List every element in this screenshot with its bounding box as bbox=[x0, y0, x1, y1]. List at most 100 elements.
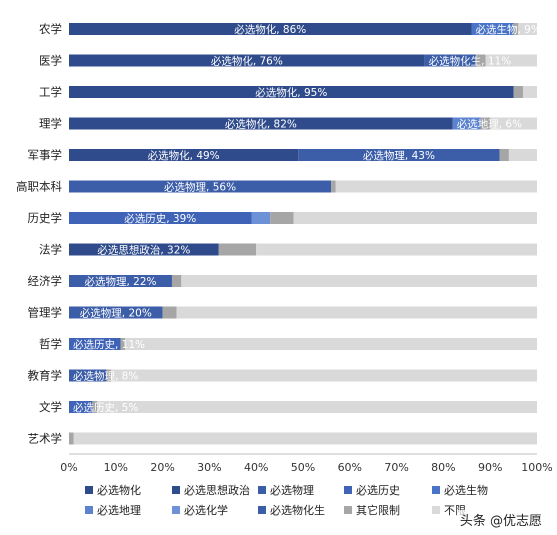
category-label: 教育学 bbox=[28, 369, 63, 383]
bar-segment bbox=[162, 306, 177, 319]
category-label: 管理学 bbox=[28, 306, 63, 320]
bar-segment bbox=[480, 117, 491, 130]
category-label: 理学 bbox=[39, 117, 62, 131]
bar-segment bbox=[69, 243, 219, 256]
bar-segment bbox=[218, 243, 257, 256]
category-label: 艺术学 bbox=[28, 432, 63, 446]
x-tick-label: 50% bbox=[291, 461, 315, 474]
watermark: 头条 @优志愿 bbox=[456, 510, 545, 529]
data-label: 必选物化生, 11% bbox=[429, 55, 512, 68]
x-tick-label: 90% bbox=[478, 461, 502, 474]
category-label: 哲学 bbox=[39, 337, 62, 351]
bar-segment bbox=[69, 432, 74, 445]
bar-segment bbox=[171, 275, 182, 287]
legend-label: 必选思想政治 bbox=[184, 483, 250, 497]
category-label: 军事学 bbox=[28, 148, 63, 162]
legend-swatch bbox=[85, 506, 93, 514]
category-label: 工学 bbox=[39, 85, 62, 99]
data-label: 必选思想政治, 32% bbox=[97, 244, 190, 257]
bar-segment bbox=[181, 275, 537, 287]
bar-segment bbox=[69, 275, 172, 287]
bar-segment bbox=[490, 117, 537, 130]
bar-segment bbox=[106, 369, 112, 382]
bar-segment bbox=[69, 180, 332, 193]
category-label: 经济学 bbox=[28, 274, 63, 288]
bar-segment bbox=[73, 432, 538, 445]
legend-swatch bbox=[85, 486, 93, 494]
bar-segment bbox=[69, 86, 514, 98]
data-label: 必选物化, 49% bbox=[148, 149, 220, 162]
data-label: 必选物化, 95% bbox=[255, 86, 327, 99]
data-label: 必选物理, 22% bbox=[84, 275, 156, 288]
bar-segment bbox=[69, 54, 425, 67]
data-label: 必选历史, 5% bbox=[73, 401, 138, 414]
data-label: 必选历史, 11% bbox=[73, 338, 145, 351]
data-label: 必选物化, 86% bbox=[234, 23, 306, 36]
category-label: 农学 bbox=[39, 22, 62, 36]
bar-segment bbox=[97, 401, 537, 413]
data-label: 必选物化, 82% bbox=[225, 118, 297, 131]
bar-segment bbox=[471, 23, 514, 35]
x-tick-label: 20% bbox=[150, 461, 174, 474]
category-label: 医学 bbox=[39, 54, 62, 68]
legend-swatch bbox=[344, 486, 352, 494]
category-label: 高职本科 bbox=[16, 180, 62, 194]
x-tick-label: 60% bbox=[338, 461, 362, 474]
legend-label: 必选地理 bbox=[97, 504, 141, 517]
bar-segment bbox=[508, 149, 537, 161]
category-label: 历史学 bbox=[28, 211, 63, 225]
data-label: 必选物理, 8% bbox=[73, 370, 138, 383]
bar-segment bbox=[69, 401, 93, 413]
bar-segment bbox=[485, 54, 537, 67]
legend-label: 必选物化 bbox=[97, 483, 141, 497]
data-label: 必选物理, 20% bbox=[80, 307, 152, 320]
bar-segment bbox=[69, 338, 121, 350]
x-tick-label: 100% bbox=[521, 461, 552, 474]
bar-segment bbox=[92, 401, 98, 413]
bar-segment bbox=[476, 54, 486, 67]
legend-swatch bbox=[172, 506, 180, 514]
legend-swatch bbox=[172, 486, 180, 494]
bar-segment bbox=[69, 212, 252, 224]
category-label: 法学 bbox=[39, 243, 62, 257]
legend-swatch bbox=[258, 486, 266, 494]
bar-segment bbox=[293, 212, 537, 224]
data-label: 必选地理, 6% bbox=[457, 118, 522, 131]
bar-segment bbox=[69, 306, 163, 319]
data-label: 必选物理, 56% bbox=[164, 181, 236, 194]
legend-label: 其它限制 bbox=[356, 503, 400, 517]
legend-swatch bbox=[432, 486, 440, 494]
category-label: 文学 bbox=[39, 400, 62, 414]
x-tick-label: 30% bbox=[197, 461, 221, 474]
legend-swatch bbox=[258, 506, 266, 514]
bar-segment bbox=[513, 23, 519, 35]
bar-segment bbox=[335, 180, 537, 193]
x-tick-label: 70% bbox=[384, 461, 408, 474]
data-label: 必选物化, 76% bbox=[211, 55, 283, 68]
bar-segment bbox=[69, 23, 472, 35]
bar-segment bbox=[69, 369, 107, 382]
legend-label: 必选生物 bbox=[444, 483, 488, 497]
bar-segment bbox=[69, 117, 453, 130]
bar-segment bbox=[270, 212, 294, 224]
bar-segment bbox=[522, 86, 537, 98]
bar-segment bbox=[256, 243, 537, 256]
bar-segment bbox=[513, 86, 523, 98]
bar-segment bbox=[120, 338, 126, 350]
data-label: 必选物理, 43% bbox=[363, 149, 435, 162]
data-label: 必选历史, 39% bbox=[124, 212, 196, 225]
bar-segment bbox=[251, 212, 271, 224]
bar-segment bbox=[452, 117, 481, 130]
legend-label: 必选物化生 bbox=[270, 503, 325, 517]
legend-label: 必选化学 bbox=[184, 503, 228, 517]
bar-segment bbox=[111, 369, 538, 382]
bar-segment bbox=[176, 306, 537, 319]
bar-segment bbox=[499, 149, 509, 161]
bar-segment bbox=[69, 149, 299, 161]
x-tick-label: 40% bbox=[244, 461, 268, 474]
legend-label: 必选物理 bbox=[270, 483, 314, 497]
bar-segment bbox=[518, 23, 537, 35]
bar-segment bbox=[125, 338, 537, 350]
